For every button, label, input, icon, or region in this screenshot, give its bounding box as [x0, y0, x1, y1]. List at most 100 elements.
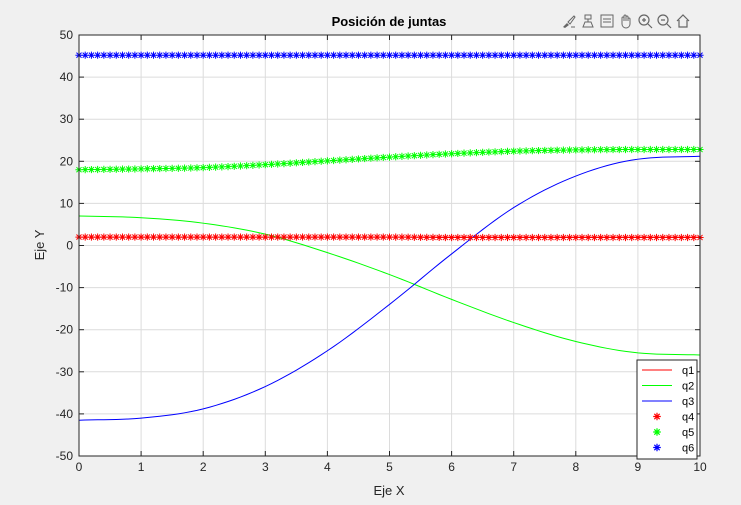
legend-box [636, 359, 698, 460]
marker-q4 [615, 233, 623, 242]
pan-icon[interactable] [617, 11, 635, 31]
marker-q5 [100, 165, 108, 174]
marker-q4 [243, 233, 251, 241]
y-tick-label: 50 [60, 28, 74, 42]
marker-q4 [410, 233, 418, 241]
marker-q6 [435, 51, 443, 59]
marker-q6 [534, 51, 543, 59]
zoom-out-icon[interactable] [655, 11, 673, 31]
marker-q5 [516, 147, 524, 155]
marker-q5 [274, 160, 282, 168]
marker-q4 [379, 233, 387, 241]
marker-q6 [671, 51, 679, 59]
marker-q4 [503, 233, 512, 242]
x-tick-label: 9 [635, 460, 642, 474]
marker-q6 [416, 51, 425, 59]
series-q6[interactable] [75, 51, 704, 59]
legend-label: q2 [682, 381, 694, 393]
marker-q6 [640, 51, 648, 59]
marker-q4 [522, 233, 530, 242]
marker-q6 [367, 51, 375, 59]
marker-q6 [94, 51, 102, 59]
marker-q4 [659, 233, 667, 242]
legend[interactable]: q1 q2 q3 q4 q5 q6 [636, 359, 698, 460]
marker-q4 [286, 233, 294, 241]
marker-q5 [112, 165, 120, 173]
marker-q5 [205, 163, 214, 171]
marker-q5 [528, 147, 536, 155]
marker-q5 [286, 159, 294, 167]
marker-q6 [137, 51, 145, 59]
marker-q4 [553, 233, 561, 242]
y-tick-label: -50 [56, 449, 74, 463]
zoom-in-icon[interactable] [636, 11, 654, 31]
marker-q5 [249, 161, 257, 169]
marker-q4 [435, 233, 443, 242]
marker-q5 [621, 145, 630, 154]
marker-q4 [149, 233, 158, 241]
marker-q5 [94, 165, 102, 174]
series-q5[interactable] [75, 145, 704, 174]
marker-q5 [454, 149, 462, 158]
marker-q6 [336, 51, 344, 59]
marker-q4 [261, 233, 269, 241]
marker-q5 [683, 145, 692, 154]
marker-q4 [212, 233, 220, 241]
marker-q4 [143, 233, 151, 241]
marker-q4 [472, 233, 481, 242]
legend-item-q6[interactable]: q6 [653, 443, 694, 455]
marker-q5 [578, 146, 586, 154]
marker-q6 [628, 51, 636, 59]
marker-q6 [274, 51, 282, 59]
marker-q5 [522, 147, 530, 155]
marker-q6 [261, 51, 269, 59]
x-tick-label: 6 [448, 460, 455, 474]
marker-q4 [367, 233, 375, 241]
marker-q5 [510, 147, 518, 155]
marker-q4 [236, 233, 245, 241]
marker-q4 [392, 233, 400, 241]
marker-q5 [652, 145, 661, 154]
x-tick-label: 10 [693, 460, 707, 474]
marker-q6 [485, 51, 493, 59]
marker-q4 [491, 233, 499, 242]
marker-q6 [249, 51, 257, 59]
marker-q4 [628, 233, 636, 242]
home-icon[interactable] [674, 11, 692, 31]
marker-q6 [255, 51, 263, 59]
marker-q4 [255, 233, 263, 241]
marker-q4 [187, 233, 195, 241]
marker-q6 [491, 51, 499, 59]
marker-q5 [466, 149, 474, 157]
y-tick-label: 20 [60, 154, 74, 168]
marker-q5 [230, 162, 238, 170]
legend-label: q4 [682, 412, 694, 424]
brush-icon[interactable] [560, 11, 578, 31]
marker-q5 [590, 146, 599, 154]
marker-q6 [354, 51, 363, 59]
legend-item-q3[interactable]: q3 [642, 396, 694, 408]
legend-item-q5[interactable]: q5 [653, 427, 694, 439]
series-q2[interactable] [78, 215, 701, 356]
legend-item-q2[interactable]: q2 [642, 381, 694, 393]
restore-view-icon[interactable] [598, 11, 616, 31]
marker-q4 [652, 233, 661, 242]
y-axis-label: Eje Y [32, 229, 47, 260]
marker-q6 [547, 51, 555, 59]
series-q3[interactable] [78, 155, 701, 421]
marker-q6 [224, 51, 232, 59]
marker-q5 [187, 164, 195, 172]
marker-q6 [652, 51, 661, 59]
series-line-q2 [78, 215, 701, 356]
marker-q4 [373, 233, 381, 241]
marker-q4 [162, 233, 170, 241]
series-q4[interactable] [75, 233, 704, 242]
marker-q6 [441, 51, 449, 59]
axes[interactable]: 0 1 2 3 4 5 6 7 8 9 10 -50 -40 -30 -20 -10 0 10 20 30 40 50 [56, 28, 707, 474]
marker-q6 [429, 51, 437, 59]
data-tips-icon[interactable] [579, 11, 597, 31]
marker-q6 [454, 51, 462, 59]
marker-q6 [311, 51, 319, 59]
legend-item-q1[interactable]: q1 [642, 365, 694, 377]
legend-item-q4[interactable]: q4 [653, 412, 694, 424]
